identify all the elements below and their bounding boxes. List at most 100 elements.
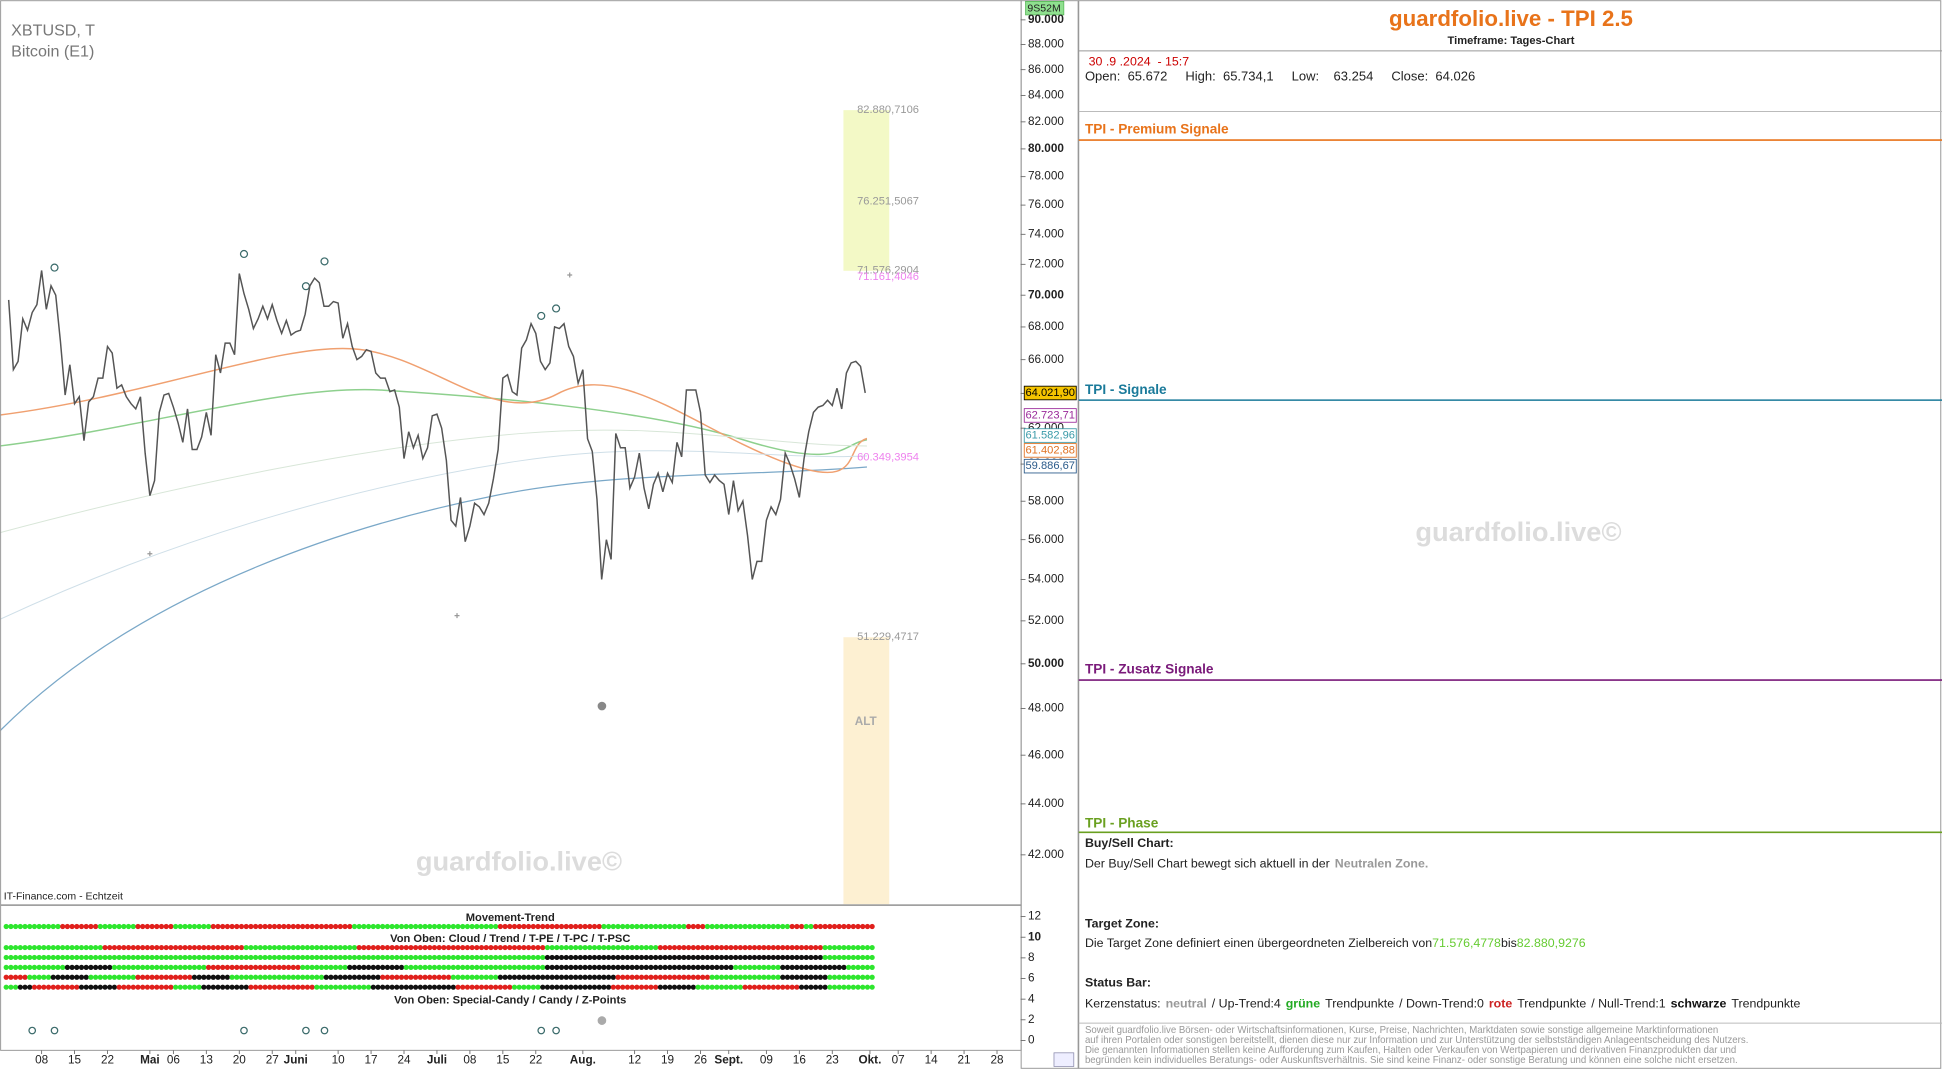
indicator-dot: [761, 984, 767, 990]
indicator-dot: [356, 964, 362, 970]
indicator-dot: [93, 954, 99, 961]
indicator-dot: [121, 984, 127, 990]
indicator-dot: [408, 954, 414, 961]
status-part: Trendpunkte: [1517, 997, 1586, 1011]
indicator-dot: [601, 954, 607, 961]
heading: Buy/Sell Chart:: [1085, 836, 1174, 850]
indicator-dot: [253, 984, 259, 990]
indicator-dot: [210, 984, 216, 990]
toolbar-button[interactable]: [1053, 1052, 1075, 1067]
indicator-dot: [770, 944, 776, 951]
indicator-dot: [770, 954, 776, 961]
indicator-dot: [530, 923, 536, 930]
indicator-dot: [78, 974, 85, 980]
indicator-dot: [714, 964, 720, 970]
indicator-dot: [582, 923, 588, 930]
indicator-dot: [234, 974, 240, 980]
indicator-dot: [577, 944, 583, 951]
indicator-dot: [31, 954, 38, 961]
status-part: / Null-Trend:1: [1591, 997, 1666, 1011]
x-tick-label: 16: [793, 1053, 807, 1066]
indicator-dot: [220, 984, 226, 990]
indicator-dot: [681, 954, 687, 961]
indicator-dot: [328, 974, 334, 980]
indicator-dot: [525, 954, 532, 961]
indicator-dot: [149, 954, 155, 961]
panel-watermark: guardfolio.live©: [1415, 516, 1621, 547]
indicator-dot: [460, 974, 466, 980]
indicator-dot: [488, 964, 494, 970]
indicator-dot: [450, 964, 456, 970]
indicator-dot: [375, 964, 381, 970]
indicator-dot: [365, 964, 372, 970]
indicator-dot: [723, 954, 729, 961]
indicator-dot: [507, 944, 513, 951]
target-from: 71.576,4778: [1432, 936, 1501, 950]
indicator-dot: [74, 923, 80, 930]
indicator-dot: [455, 964, 461, 970]
x-tick-label: 26: [694, 1053, 708, 1066]
indicator-dot: [700, 984, 706, 990]
indicator-dot: [733, 923, 739, 930]
indicator-dot: [158, 954, 165, 961]
indicator-dot: [318, 974, 325, 980]
indicator-dot: [436, 954, 442, 961]
indicator-dot: [761, 944, 767, 951]
indicator-dot: [756, 954, 762, 961]
indicator-dot: [97, 944, 103, 951]
indicator-dot: [173, 974, 179, 980]
indicator-dot: [238, 984, 245, 990]
indicator-dot: [596, 984, 602, 990]
indicator-dot: [827, 923, 833, 930]
indicator-dot: [464, 954, 471, 961]
indicator-dot: [737, 974, 743, 980]
indicator-dot: [88, 923, 94, 930]
indicator-dot: [742, 974, 748, 980]
indicator-dot: [808, 984, 814, 990]
indicator-dot: [686, 964, 692, 970]
indicator-dot: [27, 964, 33, 970]
indicator-dot: [544, 944, 551, 951]
indicator-dot: [69, 923, 75, 930]
indicator-dot: [751, 954, 758, 961]
indicator-dot: [634, 984, 640, 990]
indicator-dot: [841, 974, 847, 980]
indicator-dot: [751, 964, 758, 970]
indicator-dot: [144, 964, 150, 970]
indicator-dot: [74, 964, 80, 970]
indicator-tick-label: 8: [1028, 951, 1035, 964]
x-tick-label: 12: [628, 1053, 641, 1066]
indicator-dot: [469, 954, 475, 961]
indicator-dot: [83, 964, 89, 970]
indicator-dot: [205, 974, 212, 980]
indicator-dot: [808, 923, 814, 930]
indicator-dot: [253, 954, 259, 961]
indicator-dot: [88, 944, 94, 951]
indicator-dot: [662, 923, 668, 930]
indicator-dot: [257, 974, 263, 980]
indicator-dot: [846, 944, 852, 951]
indicator-dot: [271, 923, 278, 930]
indicator-dot: [615, 944, 621, 951]
indicator-dot: [864, 964, 871, 970]
indicator-dot: [17, 974, 23, 980]
indicator-dot: [704, 964, 711, 970]
indicator-dot: [78, 954, 85, 961]
indicator-dot: [634, 974, 640, 980]
indicator-dot: [483, 964, 489, 970]
indicator-dot: [347, 954, 353, 961]
indicator-dot: [224, 954, 230, 961]
indicator-dot: [860, 944, 866, 951]
indicator-dot: [638, 974, 645, 980]
indicator-dot: [700, 974, 706, 980]
indicator-dot: [8, 974, 14, 980]
indicator-dot: [144, 974, 150, 980]
indicator-dot: [144, 923, 150, 930]
indicator-dot: [464, 923, 471, 930]
indicator-dot: [276, 984, 282, 990]
indicator-dot: [267, 964, 273, 970]
indicator-dot: [205, 964, 212, 970]
indicator-dot: [582, 964, 588, 970]
indicator-dot: [173, 964, 179, 970]
indicator-dot: [667, 974, 673, 980]
